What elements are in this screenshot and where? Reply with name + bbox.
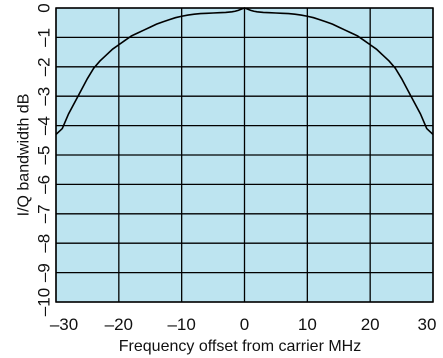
x-tick-label: 0 bbox=[240, 315, 249, 334]
y-tick-label: –7 bbox=[35, 204, 54, 223]
y-tick-label: –9 bbox=[35, 263, 54, 282]
plot-frame bbox=[55, 7, 434, 303]
x-tick-label: –20 bbox=[105, 315, 133, 334]
y-tick-labels: 0 –1 –2 –3 –4 –5 –6 –7 –8 –9 –10 bbox=[35, 3, 54, 316]
x-axis-label: Frequency offset from carrier MHz bbox=[119, 338, 361, 355]
y-tick-label: –10 bbox=[35, 288, 54, 316]
x-tick-label: 30 bbox=[418, 315, 437, 334]
y-tick-label: –3 bbox=[35, 87, 54, 106]
y-tick-label: 0 bbox=[35, 3, 54, 12]
y-tick-label: –1 bbox=[35, 28, 54, 47]
y-tick-label: –6 bbox=[35, 175, 54, 194]
x-tick-labels: –30 –20 –10 0 10 20 30 bbox=[50, 315, 437, 334]
y-tick-label: –4 bbox=[35, 116, 54, 135]
x-tick-label: –30 bbox=[50, 315, 78, 334]
y-tick-label: –8 bbox=[35, 234, 54, 253]
y-tick-label: –5 bbox=[35, 146, 54, 165]
x-tick-label: –10 bbox=[167, 315, 195, 334]
y-tick-label: –2 bbox=[35, 57, 54, 76]
x-tick-label: 20 bbox=[361, 315, 380, 334]
y-axis-label: I/Q bandwidth dB bbox=[16, 94, 33, 217]
x-tick-label: 10 bbox=[298, 315, 317, 334]
